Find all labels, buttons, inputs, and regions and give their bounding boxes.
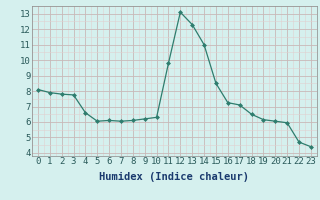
X-axis label: Humidex (Indice chaleur): Humidex (Indice chaleur) xyxy=(100,172,249,182)
